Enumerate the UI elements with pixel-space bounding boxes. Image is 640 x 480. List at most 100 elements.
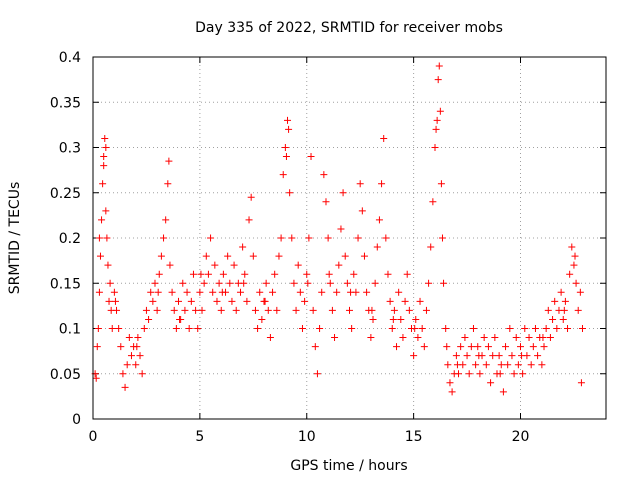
data-point <box>457 343 465 351</box>
data-point <box>151 279 159 287</box>
data-point <box>162 216 170 224</box>
data-point <box>432 125 440 133</box>
data-point <box>296 288 304 296</box>
data-point <box>354 234 362 242</box>
data-point <box>318 288 326 296</box>
data-point <box>324 234 332 242</box>
data-point <box>510 370 518 378</box>
data-point <box>196 288 204 296</box>
data-point <box>316 325 324 332</box>
data-point <box>389 315 397 323</box>
data-point <box>346 306 353 314</box>
data-point <box>127 352 135 360</box>
data-point <box>95 288 103 296</box>
y-tick-label: 0.15 <box>50 276 81 292</box>
data-point <box>484 343 492 351</box>
data-point <box>328 306 336 314</box>
data-point <box>443 343 451 351</box>
data-point <box>298 325 306 332</box>
data-point <box>337 225 345 233</box>
data-point <box>375 216 383 224</box>
data-point <box>518 352 526 360</box>
data-point <box>133 343 141 351</box>
data-point <box>534 352 542 360</box>
data-point <box>281 144 289 151</box>
y-tick-label: 0.05 <box>50 367 81 383</box>
data-point <box>194 325 202 332</box>
data-point <box>497 361 505 369</box>
data-point <box>197 270 205 278</box>
data-point <box>261 297 269 305</box>
data-point <box>576 288 584 296</box>
data-point <box>249 252 257 260</box>
data-point <box>175 297 182 305</box>
data-point <box>539 334 547 342</box>
data-point <box>215 279 223 287</box>
y-axis-label: SRMTID / TECUs <box>7 182 23 295</box>
data-point <box>106 279 114 287</box>
data-point <box>198 306 206 314</box>
data-point <box>401 297 409 305</box>
data-point <box>119 370 127 378</box>
data-point <box>304 279 312 287</box>
data-point <box>105 297 113 305</box>
data-point <box>508 352 516 360</box>
data-point <box>121 383 129 391</box>
data-point <box>243 297 251 305</box>
data-point <box>110 288 118 296</box>
data-point <box>425 279 433 287</box>
data-point <box>240 279 248 287</box>
data-point <box>521 325 529 332</box>
data-point <box>444 361 452 369</box>
chart-title: Day 335 of 2022, SRMTID for receiver mob… <box>195 20 503 36</box>
data-point <box>448 388 456 396</box>
data-point <box>93 343 101 351</box>
data-point <box>465 370 473 378</box>
data-point <box>164 180 172 188</box>
data-point <box>331 334 339 342</box>
data-point <box>380 134 388 142</box>
data-point <box>438 234 446 242</box>
data-point <box>305 234 313 242</box>
data-point <box>181 306 189 314</box>
data-point <box>218 288 226 296</box>
data-point <box>123 361 131 369</box>
data-point <box>378 180 386 188</box>
data-point <box>92 374 100 382</box>
data-point <box>204 270 212 278</box>
data-point <box>273 306 281 314</box>
data-point <box>264 306 272 314</box>
data-point <box>397 315 405 323</box>
data-point <box>527 361 535 369</box>
data-point <box>452 352 460 360</box>
data-point <box>211 261 219 269</box>
data-point <box>412 315 420 323</box>
data-point <box>96 252 104 260</box>
data-point <box>254 325 262 332</box>
data-point <box>429 198 437 206</box>
data-point <box>390 306 398 314</box>
data-point <box>209 288 217 296</box>
data-point <box>311 343 319 351</box>
data-point <box>115 325 123 332</box>
data-point <box>544 306 552 314</box>
data-point <box>226 279 234 287</box>
data-point <box>491 334 499 342</box>
data-point <box>482 361 490 369</box>
x-tick-label: 15 <box>405 429 423 445</box>
data-point <box>496 370 504 378</box>
data-point <box>153 306 161 314</box>
data-point <box>405 306 413 314</box>
data-point <box>271 270 279 278</box>
data-point <box>514 361 522 369</box>
data-point <box>571 252 579 260</box>
data-point <box>165 157 173 165</box>
data-point <box>286 189 294 197</box>
data-point <box>172 325 180 332</box>
data-point <box>506 325 514 332</box>
data-point <box>111 297 119 305</box>
y-tick-label: 0.25 <box>50 186 81 202</box>
data-point <box>333 288 341 296</box>
data-point <box>519 370 527 378</box>
data-point <box>347 288 355 296</box>
